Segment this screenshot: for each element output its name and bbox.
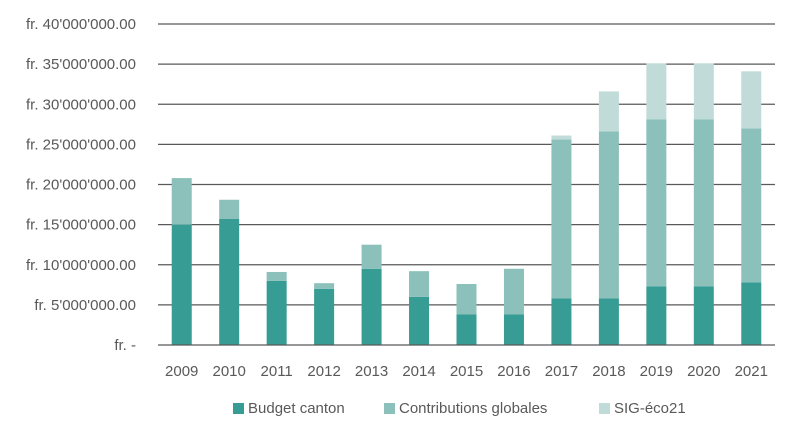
- bars: [171, 63, 762, 345]
- legend-label: Contributions globales: [399, 400, 547, 417]
- bar-2018-series-1: [598, 131, 619, 299]
- bar-2014-series-1: [409, 271, 430, 297]
- bar-2016-series-1: [503, 268, 524, 315]
- bar-2017-series-2: [551, 135, 572, 140]
- y-tick-label: fr. 35'000'000.00: [26, 56, 136, 73]
- legend-swatch: [233, 403, 244, 414]
- bar-2020-series-2: [693, 63, 714, 120]
- bar-2020-series-0: [693, 286, 714, 345]
- x-tick-label: 2016: [497, 363, 530, 380]
- x-axis: 2009 2010 2011 2012 2013 2014 2015 2016 2017 2018…: [165, 363, 768, 380]
- bar-2021-series-0: [741, 282, 762, 345]
- bar-2011-series-0: [266, 280, 287, 345]
- bar-2011-series-1: [266, 271, 287, 281]
- bar-2012-series-0: [314, 288, 335, 345]
- bar-2017-series-0: [551, 298, 572, 345]
- legend-label: SIG-éco21: [614, 400, 686, 417]
- x-tick-label: 2015: [450, 363, 483, 380]
- x-tick-label: 2021: [735, 363, 768, 380]
- gridlines: [158, 23, 775, 306]
- bar-2020-series-1: [693, 119, 714, 287]
- x-tick-label: 2018: [592, 363, 625, 380]
- x-tick-label: 2013: [355, 363, 388, 380]
- x-tick-label: 2014: [402, 363, 435, 380]
- x-tick-label: 2020: [687, 363, 720, 380]
- y-tick-label: fr. 5'000'000.00: [34, 297, 136, 314]
- legend-label: Budget canton: [248, 400, 345, 417]
- x-tick-label: 2012: [307, 363, 340, 380]
- x-tick-label: 2011: [261, 363, 293, 380]
- bar-2018-series-2: [598, 91, 619, 132]
- legend: Budget canton Contributions globales SIG-é…: [233, 400, 686, 417]
- bar-2013-series-1: [361, 244, 382, 269]
- bar-2019-series-0: [646, 286, 667, 345]
- y-tick-label: fr. -: [114, 337, 136, 354]
- bar-2016-series-0: [503, 314, 524, 345]
- legend-swatch: [599, 403, 610, 414]
- bar-2014-series-0: [409, 296, 430, 345]
- bar-2015-series-0: [456, 314, 477, 345]
- bar-2021-series-1: [741, 128, 762, 283]
- y-tick-label: fr. 30'000'000.00: [26, 96, 136, 113]
- y-tick-label: fr. 10'000'000.00: [26, 257, 136, 274]
- bar-2012-series-1: [314, 283, 335, 289]
- bar-2009-series-1: [171, 178, 192, 225]
- bar-2010-series-1: [219, 199, 240, 220]
- y-tick-label: fr. 20'000'000.00: [26, 177, 136, 194]
- y-tick-label: fr. 15'000'000.00: [26, 217, 136, 234]
- bar-2019-series-1: [646, 119, 667, 287]
- bar-2018-series-0: [598, 298, 619, 345]
- x-tick-label: 2009: [165, 363, 198, 380]
- bar-2010-series-0: [219, 219, 240, 345]
- y-tick-label: fr. 40'000'000.00: [26, 16, 136, 33]
- bar-2019-series-2: [646, 63, 667, 120]
- bar-2013-series-0: [361, 268, 382, 345]
- y-tick-label: fr. 25'000'000.00: [26, 136, 136, 153]
- bar-2009-series-0: [171, 224, 192, 345]
- legend-swatch: [384, 403, 395, 414]
- x-tick-label: 2019: [640, 363, 673, 380]
- bar-2021-series-2: [741, 71, 762, 129]
- x-tick-label: 2017: [545, 363, 578, 380]
- bar-2017-series-1: [551, 139, 572, 299]
- bar-2015-series-1: [456, 284, 477, 315]
- x-tick-label: 2010: [213, 363, 246, 380]
- y-axis: fr. - fr. 5'000'000.00 fr. 10'000'000.00 fr…: [26, 16, 136, 354]
